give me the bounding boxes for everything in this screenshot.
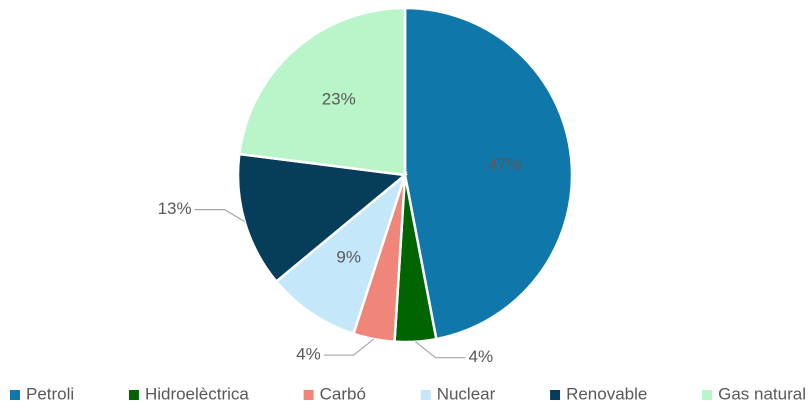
- data-label: 23%: [322, 89, 356, 108]
- pie-slice: [274, 171, 408, 336]
- pie-slice: [237, 6, 407, 177]
- legend-label: Hidroelèctrica: [145, 384, 249, 403]
- legend-label: Nuclear: [437, 384, 496, 403]
- pie-slice: [236, 152, 409, 284]
- leader-line: [194, 208, 245, 223]
- legend-label: Carbó: [320, 384, 366, 403]
- legend-label: Gas natural: [718, 384, 806, 403]
- legend-swatch: [10, 390, 20, 400]
- data-label: 4%: [296, 345, 321, 364]
- data-label: 9%: [336, 247, 361, 266]
- legend-label: Petroli: [26, 384, 74, 403]
- legend-swatch: [303, 390, 314, 400]
- legend-swatch: [702, 390, 713, 400]
- legend-swatch: [550, 390, 561, 400]
- leader-line: [415, 341, 466, 359]
- legend-swatch: [420, 390, 431, 400]
- data-label: 4%: [468, 347, 493, 366]
- legend-swatch: [128, 390, 139, 400]
- data-label: 13%: [158, 199, 192, 218]
- leader-line: [323, 338, 375, 356]
- legend-label: Renovable: [566, 384, 647, 403]
- data-label: 47%: [488, 155, 522, 174]
- pie-slice: [403, 6, 574, 341]
